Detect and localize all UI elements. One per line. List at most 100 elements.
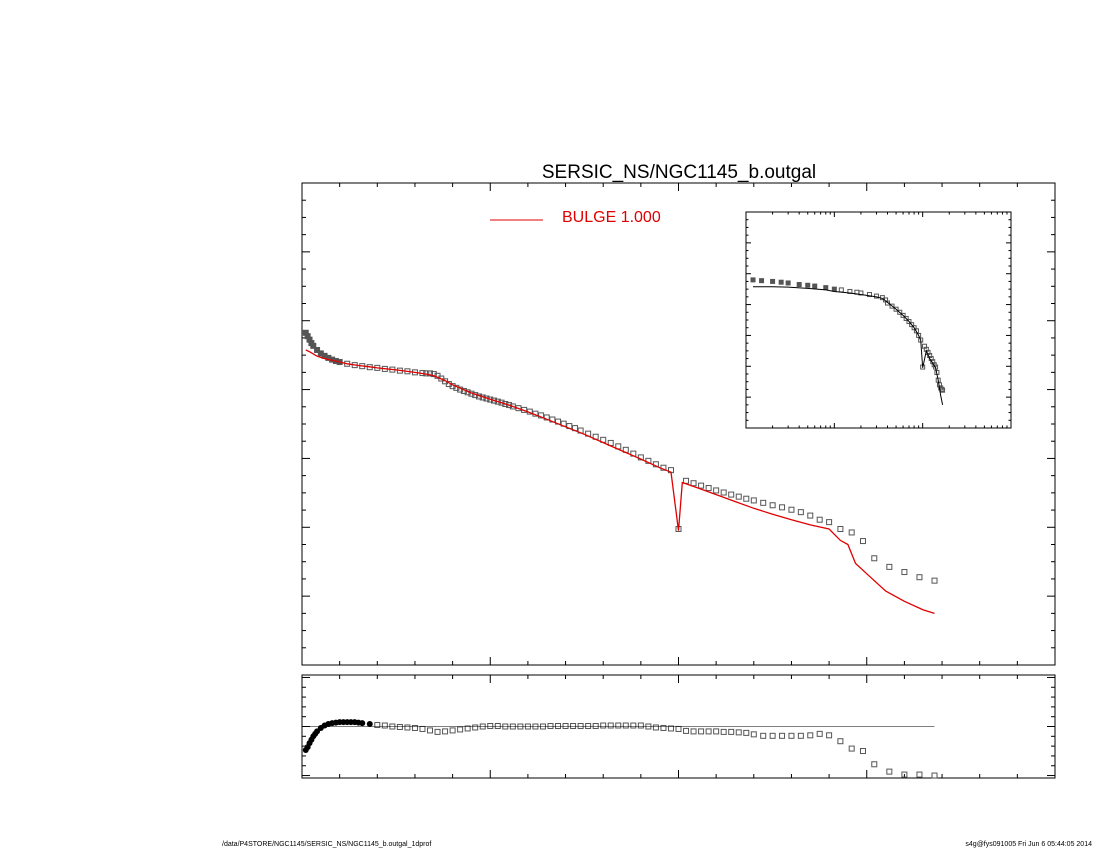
residual-data-point [592, 723, 599, 730]
residual-data-point [607, 722, 614, 729]
residual-data-point [848, 745, 855, 752]
residual-data-point [788, 732, 795, 739]
main-panel [301, 182, 1056, 666]
main-data-point [760, 499, 767, 506]
inset-data-point [823, 285, 829, 291]
main-data-point [826, 519, 833, 526]
main-data-point [698, 482, 705, 489]
residual-data-point [442, 728, 449, 735]
residual-point [366, 721, 373, 728]
residual-data-point [615, 722, 622, 729]
residual-data-point [381, 722, 388, 729]
residual-data-point [826, 732, 833, 739]
residual-data-point [570, 723, 577, 730]
residual-data-point [464, 725, 471, 732]
main-data-point [310, 342, 317, 349]
main-data-point [769, 502, 776, 509]
main-data-point [797, 509, 804, 516]
main-data-point [314, 346, 321, 353]
main-data-point [743, 495, 750, 502]
residual-data-point [901, 771, 908, 778]
inset-data-point [838, 287, 844, 293]
residual-data-point [374, 722, 381, 729]
inset-data-point [866, 292, 872, 298]
main-data-point [506, 402, 513, 409]
main-data-point [886, 563, 893, 570]
legend: BULGE 1.000 [490, 209, 661, 226]
inset-data-point [785, 280, 791, 286]
residual-data-point [760, 732, 767, 739]
footer-timestamp: s4g@fys091005 Fri Jun 6 05:44:05 2014 [965, 841, 1092, 848]
residual-data-point [750, 731, 757, 738]
main-data-point [871, 555, 878, 562]
main-data-point [705, 485, 712, 492]
inset-data-point [906, 319, 912, 325]
residual-data-point [816, 730, 823, 737]
main-data-point [720, 489, 727, 496]
residual-data-point [637, 722, 644, 729]
inset-data-point [900, 312, 906, 318]
main-data-point [807, 512, 814, 519]
residual-data-point [769, 732, 776, 739]
residual-data-point [837, 738, 844, 745]
inset-data-point [770, 278, 776, 284]
residual-data-point [916, 771, 923, 778]
residual-data-point [675, 725, 682, 732]
inset-data-point [759, 278, 765, 284]
residual-data-point [434, 728, 441, 735]
residual-data-point [487, 723, 494, 730]
residual-data-point [457, 726, 464, 733]
residual-data-point [713, 728, 720, 735]
residual-data-point [419, 725, 426, 732]
residual-data-point [585, 723, 592, 730]
residual-data-point [690, 728, 697, 735]
inset-data-point [913, 328, 919, 334]
inset-data-point [778, 279, 784, 285]
chart-title: SERSIC_NS/NGC1145_b.outgal [542, 162, 816, 183]
residual-data-point [667, 725, 674, 732]
residual-data-point [449, 727, 456, 734]
inset-data-point [889, 303, 895, 309]
inset-data-point [796, 282, 802, 288]
main-data-point [859, 538, 866, 545]
inset-model-line [753, 286, 944, 406]
inset-data-point [805, 282, 811, 288]
inset-data-point [940, 387, 946, 393]
residual-data-point [728, 728, 735, 735]
residual-panel [301, 674, 1056, 779]
residual-data-point [600, 722, 607, 729]
residual-data-point [735, 729, 742, 736]
inset-data-point [750, 277, 756, 283]
inset-data-point [893, 306, 899, 312]
residual-data-point [705, 728, 712, 735]
legend-label: BULGE 1.000 [562, 209, 661, 226]
residual-data-point [630, 722, 637, 729]
main-data-point [916, 574, 923, 581]
main-data-point [848, 529, 855, 536]
main-data-point [543, 414, 550, 421]
residual-data-point [720, 728, 727, 735]
inset-data-point [885, 300, 891, 306]
residual-data-point [652, 724, 659, 731]
residual-data-point [547, 723, 554, 730]
main-frame [301, 182, 1056, 666]
residual-data-point [494, 723, 501, 730]
main-data-point [901, 569, 908, 576]
residual-point [359, 720, 366, 727]
inset-frame [745, 211, 1012, 429]
residual-data-point [859, 748, 866, 755]
main-model-line [305, 349, 935, 615]
residual-data-point [683, 727, 690, 734]
inset-data-point [831, 286, 837, 292]
residual-data-point [577, 723, 584, 730]
residual-data-point [698, 728, 705, 735]
residual-data-point [562, 723, 569, 730]
residual-data-point [622, 722, 629, 729]
main-data-point [509, 403, 516, 410]
residual-data-point [660, 724, 667, 731]
main-data-point [788, 506, 795, 513]
inset-panel [745, 211, 1012, 429]
residual-data-point [555, 723, 562, 730]
residual-data-point [743, 729, 750, 736]
